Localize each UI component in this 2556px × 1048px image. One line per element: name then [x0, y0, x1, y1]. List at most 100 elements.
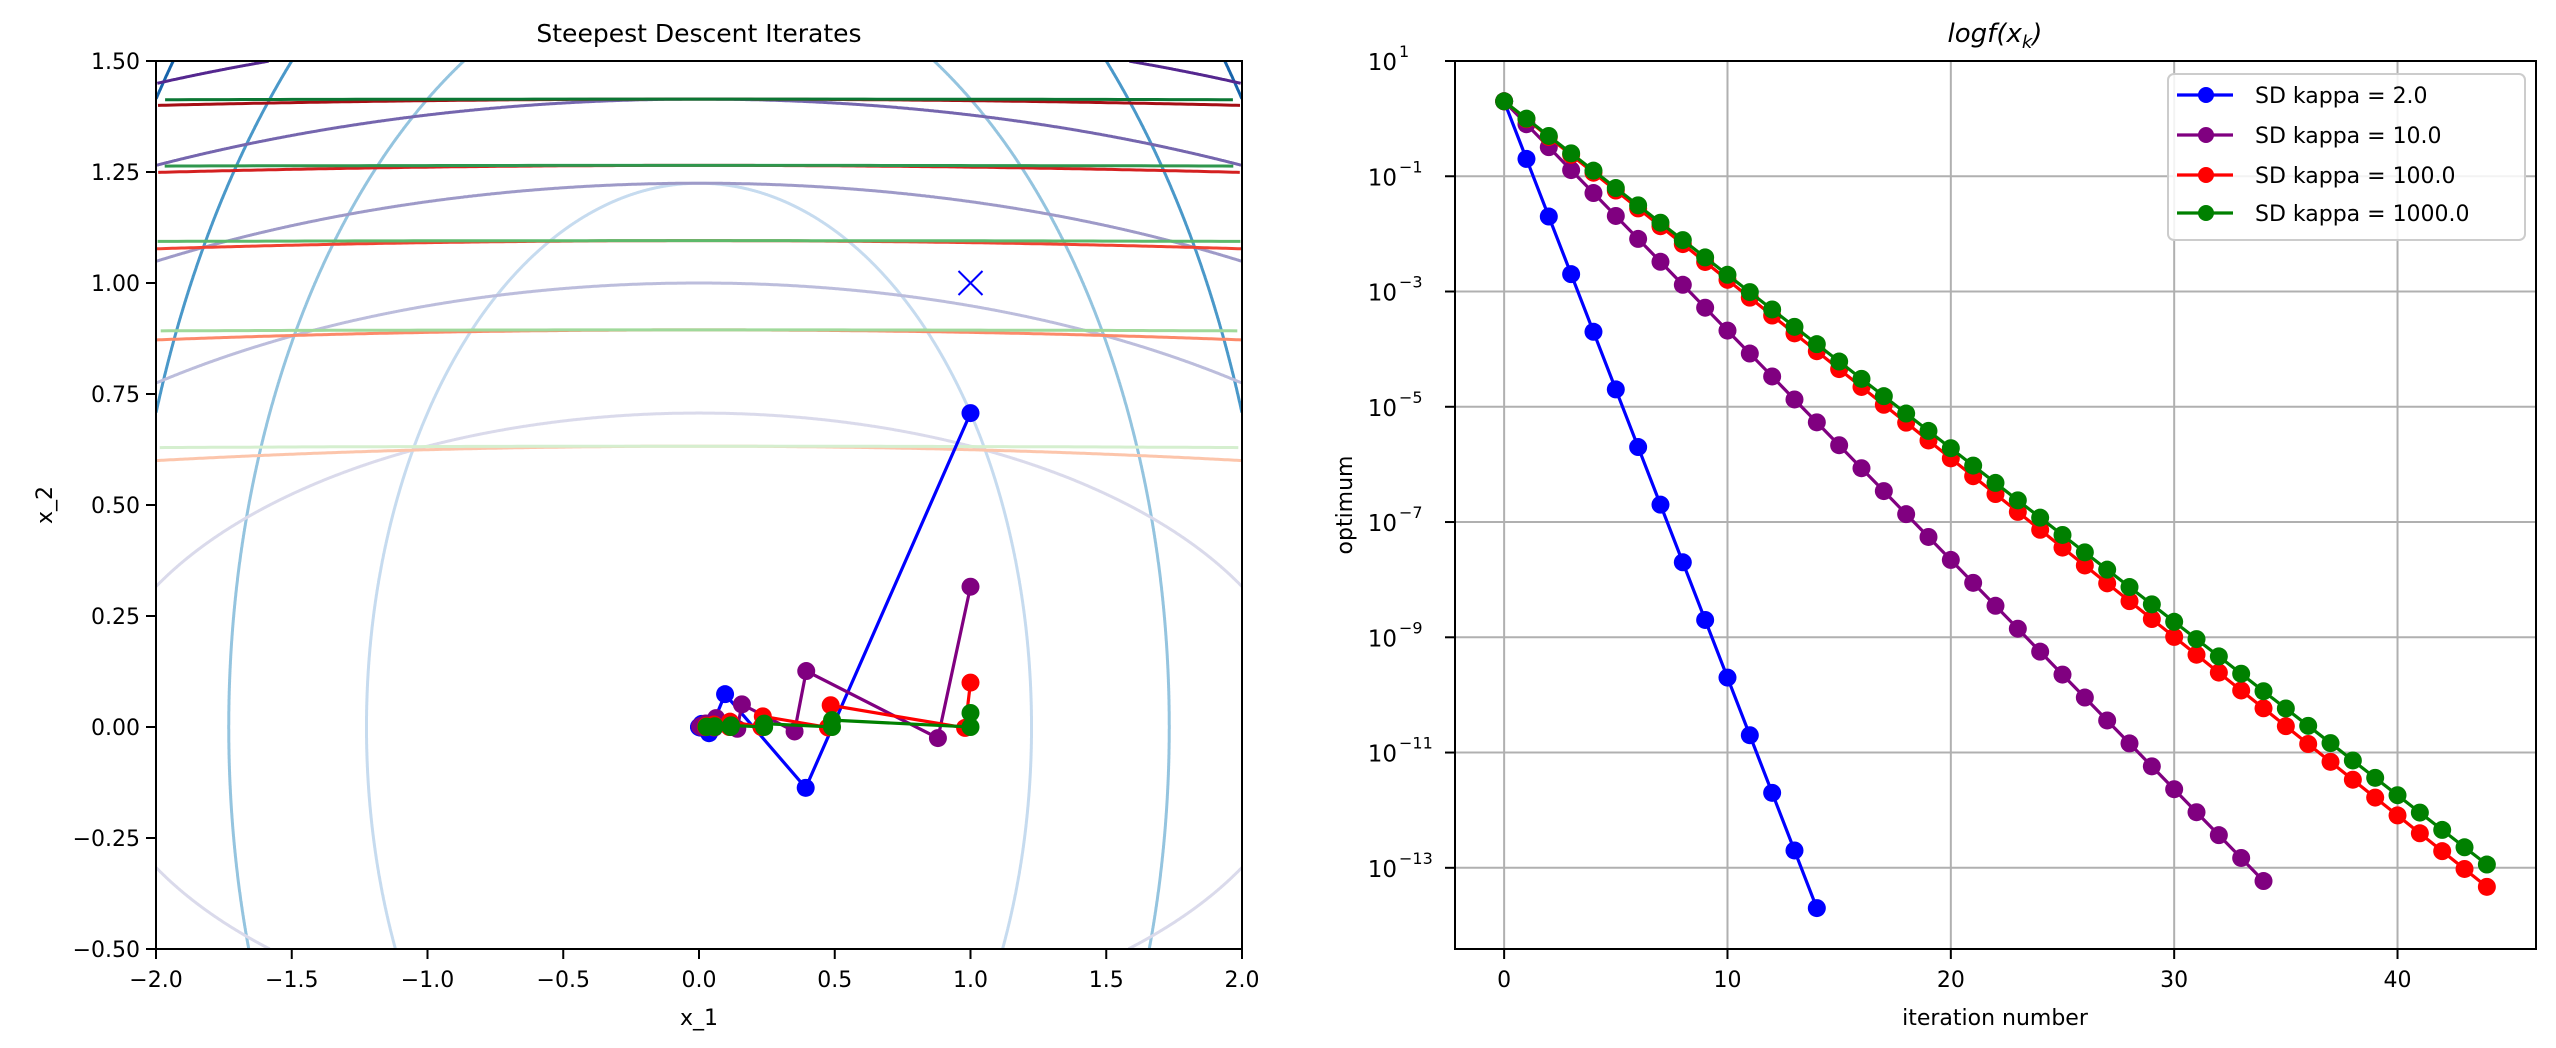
left-plot-frame: [155, 60, 1243, 950]
y-tick-label: 0.25: [91, 605, 140, 630]
left-y-axis-label: x_2: [33, 486, 58, 524]
legend-label: SD kappa = 1000.0: [2255, 202, 2470, 227]
data-point: [1740, 283, 1759, 302]
contour-greens-level-1: [160, 328, 1238, 333]
x-tick-label: 30: [2160, 968, 2188, 993]
data-point: [2276, 717, 2295, 736]
data-point: [2254, 682, 2273, 701]
data-point: [1941, 550, 1960, 569]
data-point: [2321, 734, 2340, 753]
data-point: [1562, 265, 1581, 284]
x-tick-label: −1.0: [401, 968, 454, 993]
data-point: [2075, 556, 2094, 575]
data-point: [1584, 161, 1603, 180]
contour-blues-level-1: [227, 61, 1171, 949]
data-point: [1874, 387, 1893, 406]
data-point: [1897, 404, 1916, 423]
iterate-point: [961, 703, 980, 722]
x-tick-label: 1.5: [1089, 968, 1124, 993]
legend-entry: SD kappa = 1000.0: [2177, 202, 2470, 227]
iterate-point: [961, 404, 980, 423]
y-tick-exponent: −1: [1399, 157, 1423, 176]
data-point: [1941, 439, 1960, 458]
right-plot-title: logf(xk): [1948, 19, 2043, 53]
data-point: [1539, 126, 1558, 145]
data-point: [1584, 322, 1603, 341]
left-y-axis-ticks: −0.50 −0.25 0.00 0.25 0.50 0.75 1.00 1.25 1.50: [73, 50, 156, 963]
legend-marker-icon: [2198, 87, 2214, 103]
y-tick-base: 10: [1368, 857, 1397, 883]
data-point: [2410, 803, 2429, 822]
data-point: [1562, 161, 1581, 180]
data-point: [1964, 456, 1983, 475]
data-point: [1562, 144, 1581, 163]
data-point: [2120, 734, 2139, 753]
data-point: [2165, 612, 2184, 631]
data-point: [2142, 595, 2161, 614]
y-tick-exponent: −13: [1399, 849, 1433, 868]
right-x-axis-label: iteration number: [1902, 1006, 2089, 1031]
y-tick-label: 10: [1368, 396, 1397, 422]
data-point: [1807, 413, 1826, 432]
iterate-point: [928, 729, 947, 748]
grid-lines: [1455, 60, 2536, 949]
iterate-point: [697, 718, 716, 736]
data-point: [2053, 525, 2072, 544]
data-point: [2008, 619, 2027, 638]
legend: SD kappa = 2.0 SD kappa = 10.0 SD kappa = …: [2167, 73, 2526, 241]
data-point: [2477, 877, 2496, 896]
contour-purples-level-3: [156, 97, 1242, 167]
data-point: [1629, 229, 1648, 248]
data-point: [1673, 275, 1692, 294]
y-tick-base: 10: [1368, 281, 1397, 307]
x-tick-label: 2.0: [1225, 968, 1260, 993]
optimum-marker: [957, 270, 984, 296]
x-tick-label: −1.5: [265, 968, 318, 993]
data-point: [1606, 380, 1625, 399]
y-tick-label: 10: [1368, 165, 1397, 191]
right-x-axis-ticks: 0 10 20 30 40: [1497, 949, 2412, 993]
x-tick-label: −2.0: [129, 968, 182, 993]
y-tick-label: 10: [1368, 511, 1397, 537]
data-point: [1696, 298, 1715, 317]
y-tick-exponent: −9: [1399, 618, 1423, 637]
y-tick-label: 1.50: [91, 50, 140, 75]
x-tick-label: −0.5: [537, 968, 590, 993]
data-point: [1651, 252, 1670, 271]
data-point: [2388, 786, 2407, 805]
contour-greens-level-3: [164, 163, 1234, 168]
data-point: [1785, 317, 1804, 336]
title-subscript: k: [2022, 32, 2034, 53]
data-point: [2142, 757, 2161, 776]
data-point: [2343, 770, 2362, 789]
left-x-axis-ticks: −2.0 −1.5 −1.0 −0.5 0.0 0.5 1.0 1.5 2.0: [129, 949, 1260, 993]
data-point: [1673, 231, 1692, 250]
y-tick-base: 10: [1368, 626, 1397, 652]
data-point: [1539, 207, 1558, 226]
data-point: [2455, 859, 2474, 878]
x-tick-label: 20: [1937, 968, 1965, 993]
data-point: [2031, 642, 2050, 661]
contour-purples-level-0: [156, 411, 1242, 949]
data-point: [1986, 596, 2005, 615]
data-point: [2075, 543, 2094, 562]
convergence-lines: [1495, 92, 2496, 918]
y-tick-base: 10: [1368, 742, 1397, 768]
data-point: [2008, 491, 2027, 510]
data-point: [1830, 436, 1849, 455]
x-tick-label: 10: [1713, 968, 1741, 993]
contour-greens-level-2: [157, 239, 1241, 243]
data-point: [1651, 495, 1670, 514]
data-point: [1874, 482, 1893, 501]
legend-entry: SD kappa = 10.0: [2177, 124, 2442, 149]
iterate-series-3: [697, 703, 980, 736]
y-tick-exponent: 1: [1399, 42, 1409, 61]
y-tick-exponent: −11: [1399, 734, 1433, 753]
data-point: [2142, 610, 2161, 629]
data-point: [2165, 780, 2184, 799]
data-point: [2477, 855, 2496, 874]
y-tick-label: 10: [1368, 626, 1397, 652]
contour-lines: [156, 61, 1242, 949]
